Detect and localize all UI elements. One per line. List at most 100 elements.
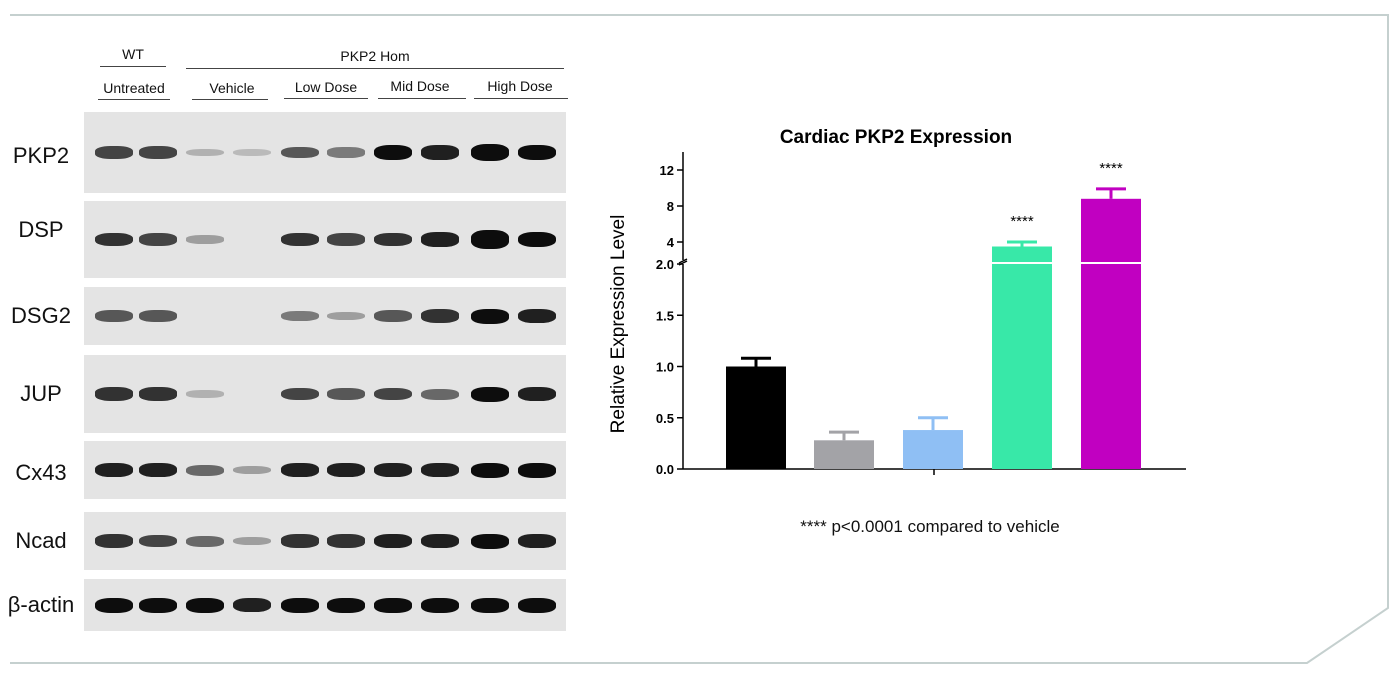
protein-label: Ncad (15, 528, 67, 553)
blot-band (281, 597, 319, 613)
blot-band (186, 390, 224, 398)
condition-header-low-dose: Low Dose (294, 79, 358, 95)
blot-band (471, 386, 509, 402)
blot-band (374, 462, 412, 478)
blot-band (95, 232, 133, 247)
blot-band (139, 462, 177, 478)
blot-band (327, 597, 365, 613)
blot-band (186, 464, 224, 476)
bar-chart: Cardiac PKP2 Expression Relative Express… (608, 127, 1186, 477)
blot-band (327, 311, 365, 321)
blot-band (421, 462, 459, 478)
y-tick-label: 2.0 (656, 257, 674, 272)
y-tick-label: 12 (660, 163, 674, 178)
blot-band (518, 462, 556, 478)
blot-band (421, 145, 459, 160)
blot-band (421, 232, 459, 247)
blot-band (518, 308, 556, 324)
blot-band (421, 388, 459, 400)
protein-label: DSP (18, 217, 64, 242)
blot-band (281, 232, 319, 247)
y-tick-label: 1.5 (656, 308, 674, 323)
significance-footnote: **** p<0.0001 compared to vehicle (800, 517, 1060, 536)
protein-label: PKP2 (12, 143, 70, 168)
blot-band (518, 231, 556, 248)
blot-band (518, 386, 556, 402)
blot-band (374, 232, 412, 247)
blot-band (471, 462, 509, 478)
blot-band (95, 387, 133, 401)
blot-band (327, 233, 365, 246)
blot-band (139, 387, 177, 401)
blot-band (139, 534, 177, 548)
chart-title: Cardiac PKP2 Expression (780, 127, 1012, 148)
bars: **** **** (726, 160, 1142, 470)
y-tick-label: 8 (667, 199, 674, 214)
protein-label: β-actin (7, 592, 75, 617)
blot-band (233, 465, 271, 475)
blot-band (139, 310, 177, 322)
blot-band (95, 310, 133, 322)
blot-band (95, 146, 133, 159)
blot-band (327, 534, 365, 548)
blot-band (374, 533, 412, 549)
bar (992, 246, 1052, 469)
y-tick-label: 1.0 (656, 360, 674, 375)
blot-band (518, 145, 556, 160)
wt-group-header: WT (122, 46, 144, 62)
blot-band (186, 535, 224, 547)
wt-group-underline (100, 66, 166, 67)
blot-band (95, 597, 133, 613)
blot-band (471, 144, 509, 161)
y-tick-label: 0.0 (656, 462, 674, 477)
condition-underline (284, 98, 368, 99)
blot-band (186, 597, 224, 613)
blot-band (374, 310, 412, 322)
condition-header-vehicle: Vehicle (209, 80, 255, 96)
bar-break-gap (991, 262, 1053, 264)
blot-band (374, 597, 412, 613)
pkp2hom-group-header: PKP2 Hom (340, 48, 410, 64)
bar (1081, 198, 1141, 470)
condition-header-high-dose: High Dose (487, 78, 553, 94)
blot-band (421, 533, 459, 549)
condition-header-untreated: Untreated (103, 80, 165, 96)
blot-band (518, 597, 556, 613)
blot-band (471, 533, 509, 549)
blot-band (95, 534, 133, 548)
blot-band (281, 146, 319, 159)
blot-band (233, 536, 271, 546)
blot-band (139, 146, 177, 159)
protein-label: DSG2 (11, 303, 71, 328)
blot-band (281, 387, 319, 401)
blot-band (139, 233, 177, 246)
bar-break-gap (1080, 262, 1142, 264)
blot-band (374, 145, 412, 160)
blot-band (471, 230, 509, 249)
blot-band (327, 388, 365, 400)
y-tick-label: 0.5 (656, 411, 674, 426)
blot-band (471, 308, 509, 324)
condition-underline (192, 99, 268, 100)
blot-band (233, 597, 271, 613)
blot-band (518, 533, 556, 549)
bar (903, 430, 963, 469)
blot-band (139, 597, 177, 613)
blot-band (374, 387, 412, 401)
blot-band (281, 534, 319, 548)
blot-band (186, 148, 224, 157)
blot-band (421, 597, 459, 613)
blot-band (186, 235, 224, 244)
bar (814, 440, 874, 469)
blot-band (327, 147, 365, 158)
pkp2hom-group-underline (186, 68, 564, 69)
blot-band (95, 462, 133, 478)
significance-marker: **** (1010, 213, 1034, 230)
blot-band (281, 310, 319, 322)
protein-label: JUP (20, 381, 62, 406)
bar (726, 366, 786, 469)
y-tick-label: 4 (667, 235, 675, 250)
axis-break-mark (678, 258, 688, 264)
blot-band (327, 462, 365, 478)
